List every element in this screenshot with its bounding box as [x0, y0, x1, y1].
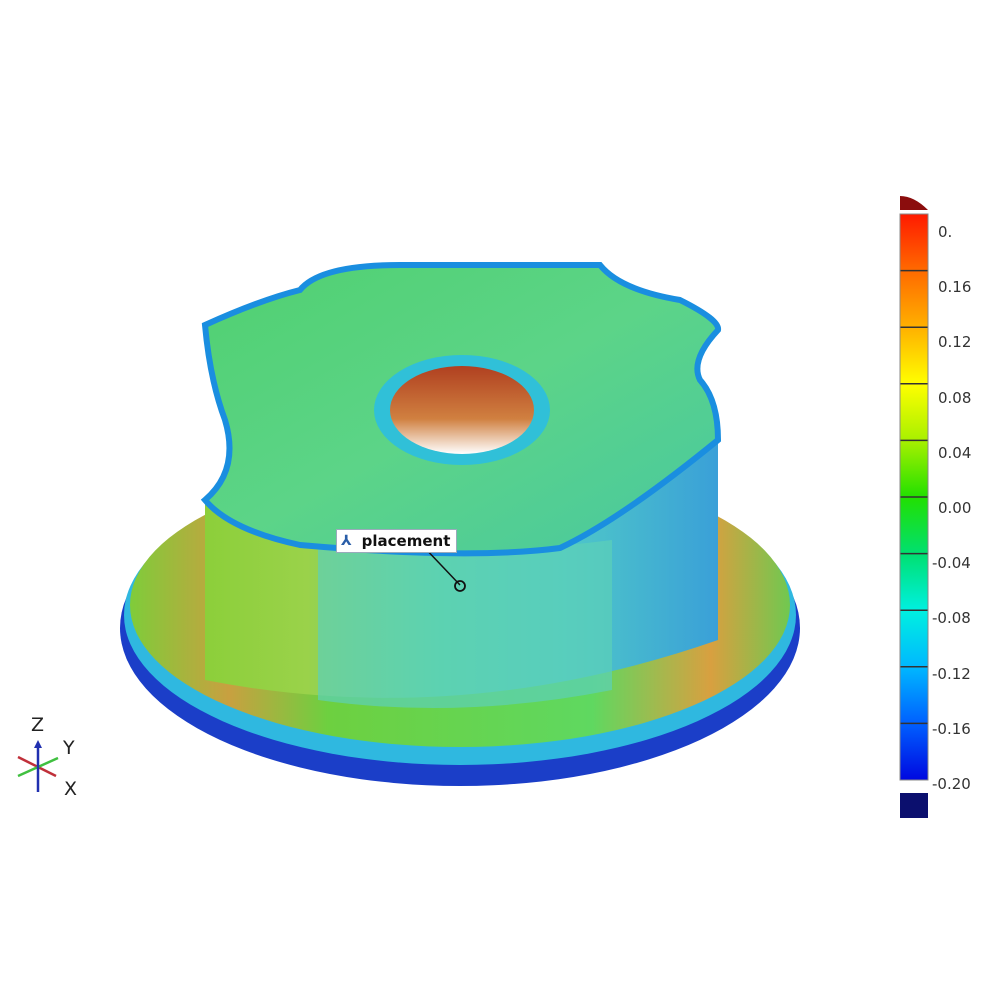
colorbar-segment: [900, 214, 928, 271]
colorbar-segment: [900, 270, 928, 328]
placement-point[interactable]: [454, 580, 466, 592]
colorbar-under-box: [900, 793, 928, 818]
colorbar-tick-label: -0.16: [932, 719, 971, 738]
colorbar-segment: [900, 610, 928, 667]
block-front-recess: [318, 535, 612, 708]
colorbar-tick-label: 0.16: [938, 278, 972, 297]
colorbar-tick-label: -0.20: [932, 775, 971, 793]
colorbar-segment: [900, 666, 928, 724]
colorbar-segment: [900, 497, 928, 554]
colorbar-segment: [900, 440, 928, 497]
colorbar-segment: [900, 383, 928, 441]
axis-triad: [17, 740, 59, 792]
colorbar-segment: [900, 327, 928, 384]
colorbar-tick-label: 0.12: [938, 333, 972, 352]
colorbar-tick-label: 0.: [938, 223, 953, 241]
axis-x-label: X: [64, 778, 78, 800]
colorbar-segment: [900, 723, 928, 780]
placement-annotation[interactable]: ⅄ placement: [336, 529, 458, 553]
center-hole: [390, 366, 534, 454]
colorbar-tick-label: 0.04: [938, 443, 972, 462]
colorbar-over-cap: [900, 196, 928, 210]
colorbar-segment: [900, 553, 928, 611]
colorbar-tick-label: -0.04: [932, 554, 971, 573]
placement-label: placement: [361, 532, 451, 550]
axis-y-label: Y: [63, 737, 75, 759]
colorbar-tick-label: -0.12: [932, 664, 971, 683]
colorbar-frame: [899, 213, 929, 781]
colorbar-tick-label: 0.00: [938, 499, 972, 517]
z-axis-arrow-icon: [34, 740, 42, 748]
axis-z-label: Z: [31, 714, 45, 736]
part-model: [120, 262, 800, 786]
placement-pin-icon: ⅄: [341, 533, 352, 549]
colorbar: [899, 196, 929, 818]
colorbar-tick-label: 0.08: [938, 388, 972, 407]
colorbar-tick-label: -0.08: [932, 609, 971, 628]
